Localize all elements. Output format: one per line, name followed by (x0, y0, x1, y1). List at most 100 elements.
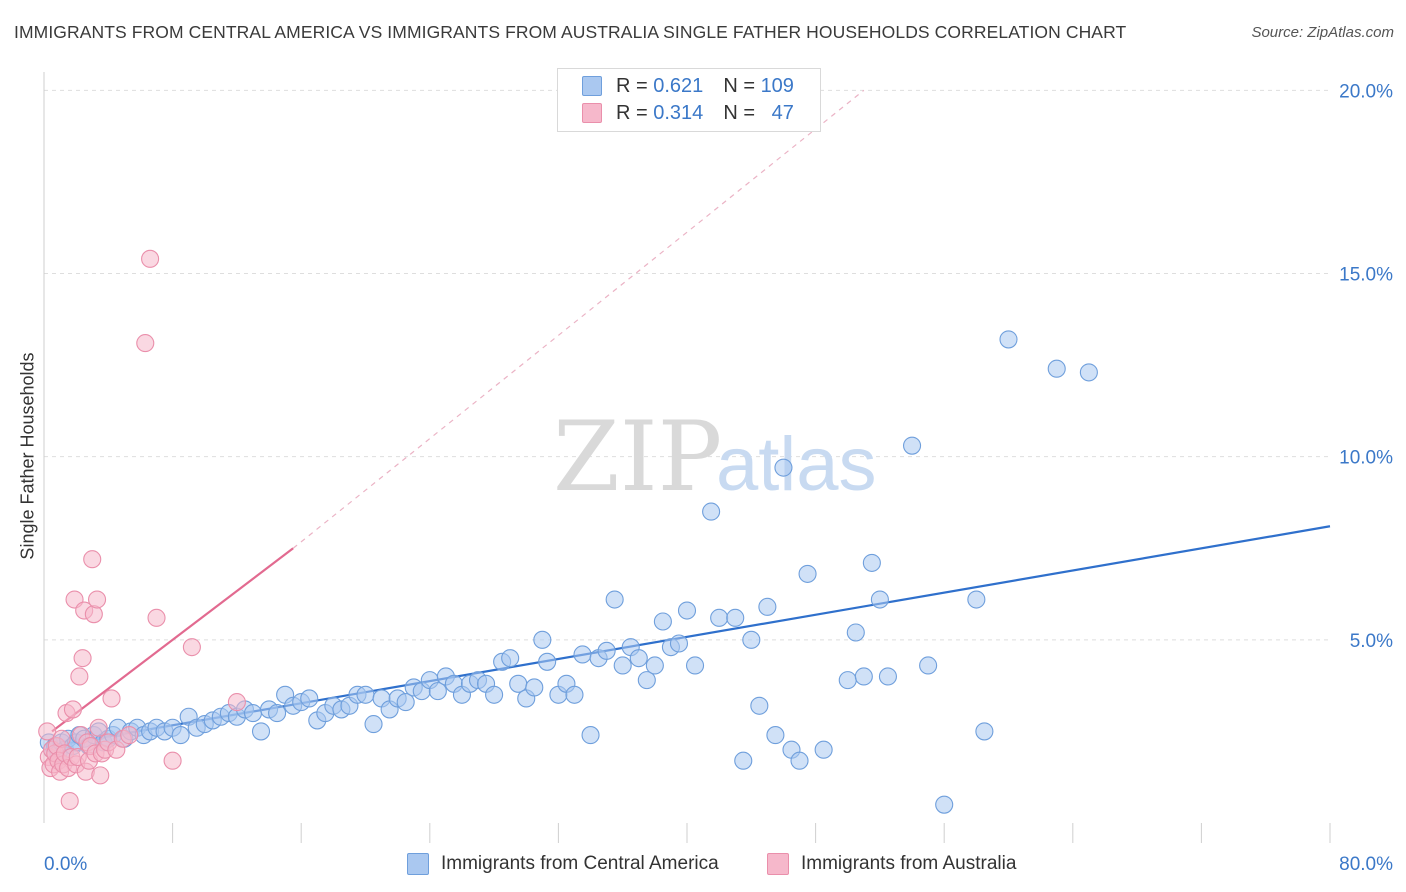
point-central-america (396, 693, 415, 712)
legend-r-value: 0.314 (653, 101, 704, 124)
point-australia (60, 791, 79, 811)
x-tick-label: 80.0% (1339, 854, 1393, 875)
point-central-america (758, 597, 777, 616)
legend-r-label: R = (616, 74, 648, 97)
point-central-america (613, 656, 632, 675)
point-australia (102, 689, 121, 708)
y-tick-label: 20.0% (1339, 81, 1393, 102)
point-central-america (669, 634, 689, 653)
point-central-america (1047, 359, 1066, 378)
point-australia (89, 718, 108, 737)
bottom-legend-swatch-australia (767, 853, 789, 875)
point-central-america (975, 722, 994, 741)
point-central-america (854, 667, 873, 686)
point-central-america (300, 689, 319, 708)
legend-n-label: N = (723, 74, 755, 97)
y-tick-label: 15.0% (1339, 264, 1393, 285)
point-australia (163, 751, 182, 770)
point-central-america (685, 656, 705, 675)
point-central-america (814, 740, 833, 759)
point-central-america (1079, 363, 1098, 382)
bottom-legend-label-australia: Immigrants from Australia (801, 853, 1017, 874)
point-australia (73, 649, 92, 668)
point-central-america (878, 667, 897, 686)
point-central-america (645, 656, 664, 675)
point-central-america (846, 623, 865, 642)
point-central-america (935, 795, 954, 814)
point-australia (52, 729, 71, 748)
point-central-america (428, 682, 447, 701)
point-central-america (573, 645, 592, 664)
tick-labels: 5.0% 10.0% 15.0% 20.0% 0.0% 80.0% (44, 81, 1393, 875)
bottom-legend-label-central-america: Immigrants from Central America (441, 853, 719, 874)
point-central-america (902, 436, 922, 455)
point-central-america (750, 696, 769, 715)
point-central-america (677, 601, 697, 620)
point-central-america (501, 649, 520, 668)
point-central-america (581, 726, 600, 745)
source-credit: Source: ZipAtlas.com (1251, 24, 1394, 41)
point-central-america (485, 685, 504, 704)
point-central-america (798, 564, 817, 583)
bottom-legend-swatch-central-america (407, 853, 429, 875)
point-australia (87, 590, 107, 609)
point-australia (83, 550, 102, 569)
point-central-america (967, 590, 986, 609)
point-central-america (171, 726, 190, 745)
legend-row-australia: R = 0.314 N = 47 (582, 100, 794, 126)
legend-n-value: 47 (771, 101, 794, 124)
point-central-america (870, 590, 889, 609)
point-central-america (364, 715, 383, 734)
point-central-america (766, 726, 785, 745)
point-central-america (605, 590, 624, 609)
point-australia (141, 249, 160, 268)
point-central-america (838, 671, 857, 690)
axes (43, 72, 1331, 843)
x-tick-label: 0.0% (44, 854, 87, 875)
legend-row-central-america: R = 0.621 N = 109 (582, 73, 794, 99)
watermark-atlas: atlas (716, 422, 877, 507)
point-central-america (734, 751, 753, 770)
point-central-america (653, 612, 672, 631)
point-australia (70, 667, 89, 686)
watermark-zip: ZIP (553, 401, 722, 513)
point-central-america (919, 656, 938, 675)
point-central-america (742, 630, 761, 649)
point-central-america (629, 649, 648, 668)
y-tick-label: 5.0% (1350, 631, 1393, 652)
legend-n-label: N = (723, 101, 755, 124)
point-australia (38, 722, 57, 741)
point-australia (182, 638, 201, 657)
legend-r-label: R = (616, 101, 648, 124)
point-central-america (243, 704, 263, 723)
point-central-america (525, 678, 544, 697)
data-points (38, 249, 1098, 814)
bottom-legend-central-america: Immigrants from Central America (407, 851, 719, 877)
legend-swatch-central-america (582, 76, 602, 96)
point-central-america (538, 652, 557, 671)
point-central-america (251, 722, 271, 741)
point-central-america (268, 704, 287, 723)
point-central-america (533, 630, 552, 649)
legend-r-value: 0.621 (653, 74, 704, 97)
point-central-america (702, 502, 721, 521)
point-central-america (710, 608, 729, 627)
point-australia (120, 726, 139, 745)
legend-n-value: 109 (760, 74, 794, 97)
point-central-america (565, 685, 584, 704)
point-australia (91, 766, 110, 785)
point-central-america (637, 671, 656, 690)
point-central-america (862, 553, 881, 572)
point-central-america (597, 641, 616, 660)
chart-title: IMMIGRANTS FROM CENTRAL AMERICA VS IMMIG… (14, 22, 1127, 42)
point-central-america (774, 458, 793, 477)
point-australia (147, 608, 166, 627)
bottom-legend-australia: Immigrants from Australia (767, 851, 1016, 877)
point-australia (136, 334, 155, 353)
point-central-america (726, 608, 745, 627)
grid-lines (44, 89, 1330, 641)
legend-swatch-australia (582, 103, 602, 123)
point-australia (63, 700, 82, 719)
point-central-america (356, 685, 375, 704)
